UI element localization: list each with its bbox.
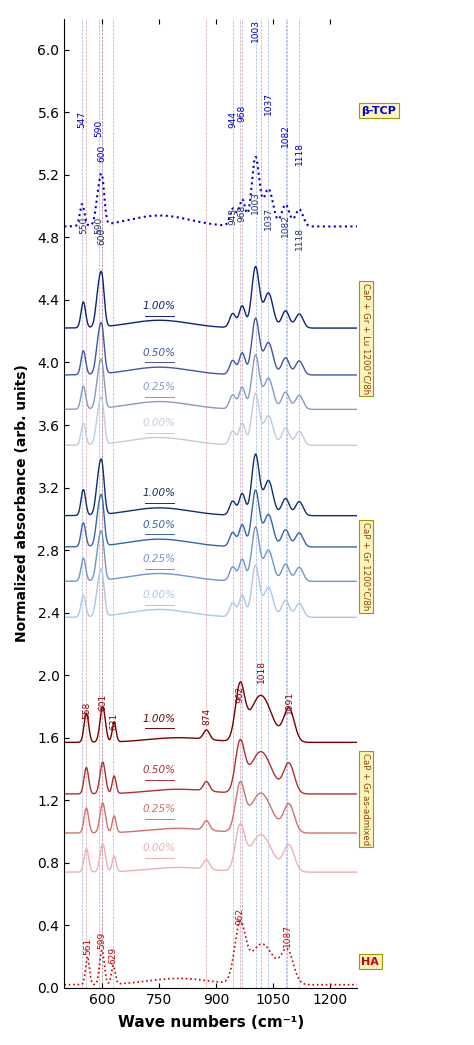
Text: 0.50%: 0.50% bbox=[143, 348, 176, 357]
Text: 550: 550 bbox=[79, 217, 88, 234]
Text: 0.00%: 0.00% bbox=[143, 418, 176, 428]
Text: 1118: 1118 bbox=[295, 142, 304, 165]
Text: 0.00%: 0.00% bbox=[143, 590, 176, 600]
Text: 0.50%: 0.50% bbox=[143, 519, 176, 530]
Text: 944: 944 bbox=[228, 111, 237, 127]
Text: 1018: 1018 bbox=[257, 660, 266, 683]
Text: CaP + Gr + Lu 1200°C/8h: CaP + Gr + Lu 1200°C/8h bbox=[361, 283, 370, 394]
Text: 631: 631 bbox=[109, 713, 118, 729]
Text: 1003: 1003 bbox=[251, 191, 260, 214]
Text: 561: 561 bbox=[83, 937, 92, 955]
Text: 1037: 1037 bbox=[264, 92, 273, 115]
Text: 547: 547 bbox=[78, 111, 87, 127]
X-axis label: Wave numbers (cm⁻¹): Wave numbers (cm⁻¹) bbox=[118, 1015, 304, 1030]
Text: 1118: 1118 bbox=[295, 227, 304, 250]
Text: 1087: 1087 bbox=[283, 924, 292, 947]
Text: 1091: 1091 bbox=[284, 691, 293, 714]
Text: 0.25%: 0.25% bbox=[143, 805, 176, 814]
Text: 1082: 1082 bbox=[281, 214, 290, 237]
Text: β-TCP: β-TCP bbox=[361, 106, 396, 116]
Text: CaP + Gr 1200°C/8h: CaP + Gr 1200°C/8h bbox=[361, 522, 370, 610]
Text: 968: 968 bbox=[237, 104, 246, 121]
Text: 0.00%: 0.00% bbox=[143, 843, 176, 854]
Text: 1.00%: 1.00% bbox=[143, 714, 176, 723]
Text: 590: 590 bbox=[94, 217, 103, 234]
Text: 962: 962 bbox=[236, 687, 245, 703]
Text: 1003: 1003 bbox=[251, 19, 260, 42]
Y-axis label: Normalized absorbance (arb. units): Normalized absorbance (arb. units) bbox=[15, 365, 29, 642]
Text: 1.00%: 1.00% bbox=[143, 488, 176, 498]
Text: 600: 600 bbox=[98, 228, 107, 246]
Text: 1.00%: 1.00% bbox=[143, 301, 176, 310]
Text: 968: 968 bbox=[237, 205, 246, 222]
Text: 599: 599 bbox=[98, 931, 107, 949]
Text: 558: 558 bbox=[82, 701, 91, 719]
Text: 600: 600 bbox=[98, 145, 107, 162]
Text: 1037: 1037 bbox=[264, 207, 273, 230]
Text: 629: 629 bbox=[109, 947, 118, 965]
Text: 590: 590 bbox=[94, 120, 103, 137]
Text: 0.50%: 0.50% bbox=[143, 765, 176, 775]
Text: CaP + Gr as-admixed: CaP + Gr as-admixed bbox=[361, 752, 370, 845]
Text: 874: 874 bbox=[202, 709, 211, 725]
Text: 943: 943 bbox=[228, 208, 237, 225]
Text: HA: HA bbox=[361, 956, 379, 967]
Text: 962: 962 bbox=[236, 908, 245, 925]
Text: 0.25%: 0.25% bbox=[143, 554, 176, 564]
Text: 0.25%: 0.25% bbox=[143, 382, 176, 392]
Text: 1082: 1082 bbox=[281, 124, 290, 146]
Text: 601: 601 bbox=[98, 694, 107, 711]
